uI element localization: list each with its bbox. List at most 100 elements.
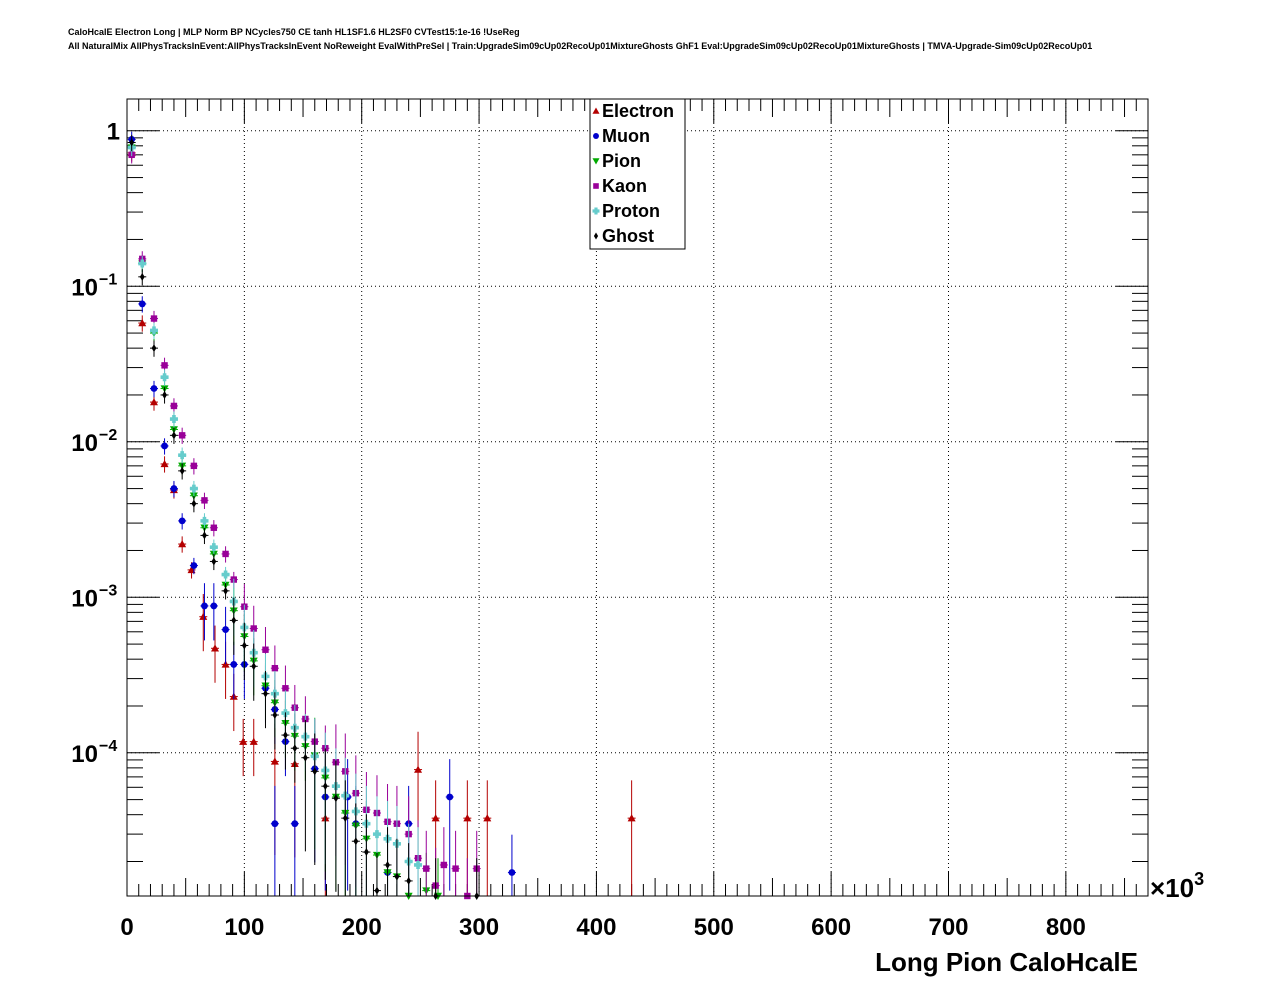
data-point — [302, 753, 308, 762]
legend-marker-electron — [592, 107, 600, 114]
data-point — [249, 737, 258, 745]
legend-label-electron: Electron — [602, 101, 674, 121]
x-tick-label: 400 — [576, 914, 616, 941]
x-tick-label: 300 — [459, 914, 499, 941]
data-point — [129, 138, 135, 147]
legend-label-ghost: Ghost — [602, 226, 654, 246]
data-point — [414, 860, 423, 869]
data-point — [239, 737, 248, 745]
data-point — [342, 814, 348, 823]
data-point — [211, 557, 217, 566]
data-point — [406, 876, 412, 885]
axis-ticks — [126, 99, 1148, 896]
data-point — [221, 570, 230, 579]
data-point — [190, 462, 198, 470]
data-point — [162, 390, 167, 399]
data-point — [138, 300, 146, 308]
x-tick-label: 600 — [811, 914, 851, 941]
data-point — [271, 664, 279, 672]
data-point — [160, 373, 169, 382]
data-point — [446, 793, 454, 801]
data-point — [262, 646, 269, 653]
legend-box — [589, 98, 686, 250]
legend-label-kaon: Kaon — [602, 176, 647, 196]
data-point — [170, 485, 178, 492]
data-point — [190, 562, 198, 569]
data-point — [222, 626, 229, 633]
x-multiplier-label: ×103 — [1150, 869, 1204, 903]
x-multiplier-base: ×10 — [1150, 873, 1194, 903]
data-point — [201, 497, 208, 504]
chart-title-line-2: All NaturalMix AllPhysTracksInEvent:AllP… — [68, 41, 1093, 51]
data-point — [170, 402, 178, 410]
series-pion — [127, 139, 442, 900]
data-point — [272, 711, 278, 720]
legend: Electron Muon Pion Kaon Proton Ghost — [589, 98, 686, 250]
data-point — [364, 848, 369, 857]
data-point — [263, 689, 268, 698]
data-point — [171, 431, 177, 440]
data-point — [138, 259, 147, 268]
grid-lines — [127, 99, 1148, 896]
data-point — [178, 517, 186, 525]
data-point — [251, 662, 257, 671]
data-point — [333, 794, 339, 803]
data-point — [161, 362, 168, 369]
data-point — [139, 272, 145, 281]
data-point — [230, 661, 238, 668]
data-point — [223, 586, 228, 595]
series-ghost — [127, 134, 481, 900]
chart-title-line-1: CaloHcalE Electron Long | MLP Norm BP NC… — [68, 27, 520, 37]
data-point — [440, 861, 448, 869]
x-tick-label: 800 — [1046, 914, 1086, 941]
series-muon — [127, 131, 516, 896]
x-tick-label: 200 — [342, 914, 382, 941]
data-point — [292, 744, 298, 753]
x-multiplier-exponent: 3 — [1194, 869, 1204, 889]
legend-marker-kaon — [593, 183, 599, 189]
data-point — [149, 398, 158, 406]
data-point — [282, 685, 289, 692]
data-point — [189, 484, 198, 493]
data-point — [483, 814, 492, 822]
data-point — [374, 886, 380, 895]
data-point — [151, 344, 157, 353]
data-point — [291, 820, 299, 828]
y-tick-label: 1 — [107, 119, 120, 146]
data-point — [199, 612, 208, 620]
data-point — [414, 765, 423, 773]
legend-label-pion: Pion — [602, 151, 641, 171]
legend-marker-muon — [593, 133, 599, 139]
data-point — [283, 731, 288, 740]
data-point — [508, 869, 516, 876]
data-point — [201, 602, 208, 610]
data-point — [150, 315, 158, 322]
data-point — [353, 837, 359, 846]
y-tick-label: 10 — [71, 741, 98, 768]
data-point — [178, 432, 186, 439]
y-tick-label: 10 — [71, 585, 98, 612]
y-tick-exponent: −3 — [99, 582, 117, 599]
y-tick-exponent: −4 — [99, 738, 117, 755]
x-tick-label: 700 — [928, 914, 968, 941]
data-point — [452, 865, 459, 872]
data-point — [463, 814, 472, 822]
legend-label-proton: Proton — [602, 201, 660, 221]
data-point — [179, 466, 185, 475]
data-point — [270, 757, 279, 765]
data-point — [210, 602, 218, 610]
data-point — [394, 872, 400, 881]
data-point — [150, 385, 158, 392]
data-point — [322, 782, 328, 791]
y-tick-exponent: −2 — [99, 427, 117, 444]
data-point — [231, 616, 237, 625]
data-point — [178, 540, 187, 548]
legend-label-muon: Muon — [602, 126, 650, 146]
data-point — [222, 550, 229, 558]
x-tick-label: 100 — [224, 914, 264, 941]
data-point — [161, 442, 168, 450]
data-point — [423, 865, 430, 872]
legend-marker-ghost — [593, 232, 599, 240]
data-point — [209, 543, 218, 552]
